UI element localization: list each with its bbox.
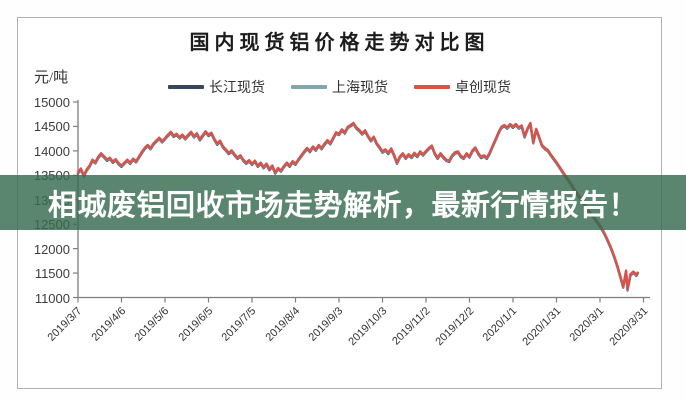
chart-legend: 长江现货 上海现货 卓创现货 bbox=[17, 77, 662, 97]
zhuochuang-line-swatch-icon bbox=[414, 85, 450, 89]
y-tick-label: 11000 bbox=[34, 290, 70, 306]
legend-item-changjiang: 长江现货 bbox=[168, 77, 265, 97]
changjiang-line-swatch-icon bbox=[168, 85, 204, 89]
y-tick-label: 15000 bbox=[33, 95, 70, 110]
legend-item-shanghai: 上海现货 bbox=[291, 77, 388, 97]
legend-item-zhuochuang: 卓创现货 bbox=[414, 77, 511, 97]
shanghai-line-swatch-icon bbox=[291, 85, 327, 89]
headline-overlay-banner: 相城废铝回收市场走势解析，最新行情报告！ bbox=[0, 175, 686, 230]
legend-label-shanghai: 上海现货 bbox=[332, 81, 388, 96]
y-tick-label: 12000 bbox=[33, 241, 70, 257]
y-axis-unit-label: 元/吨 bbox=[34, 70, 69, 86]
chart-title: 国内现货铝价格走势对比图 bbox=[189, 32, 490, 54]
legend-label-changjiang: 长江现货 bbox=[209, 81, 265, 96]
y-tick-label: 14500 bbox=[33, 119, 70, 135]
y-tick-label: 14000 bbox=[33, 143, 70, 159]
headline-text: 相城废铝回收市场走势解析，最新行情报告！ bbox=[47, 189, 638, 222]
legend-label-zhuochuang: 卓创现货 bbox=[455, 81, 511, 96]
y-tick-label: 11500 bbox=[34, 266, 70, 282]
